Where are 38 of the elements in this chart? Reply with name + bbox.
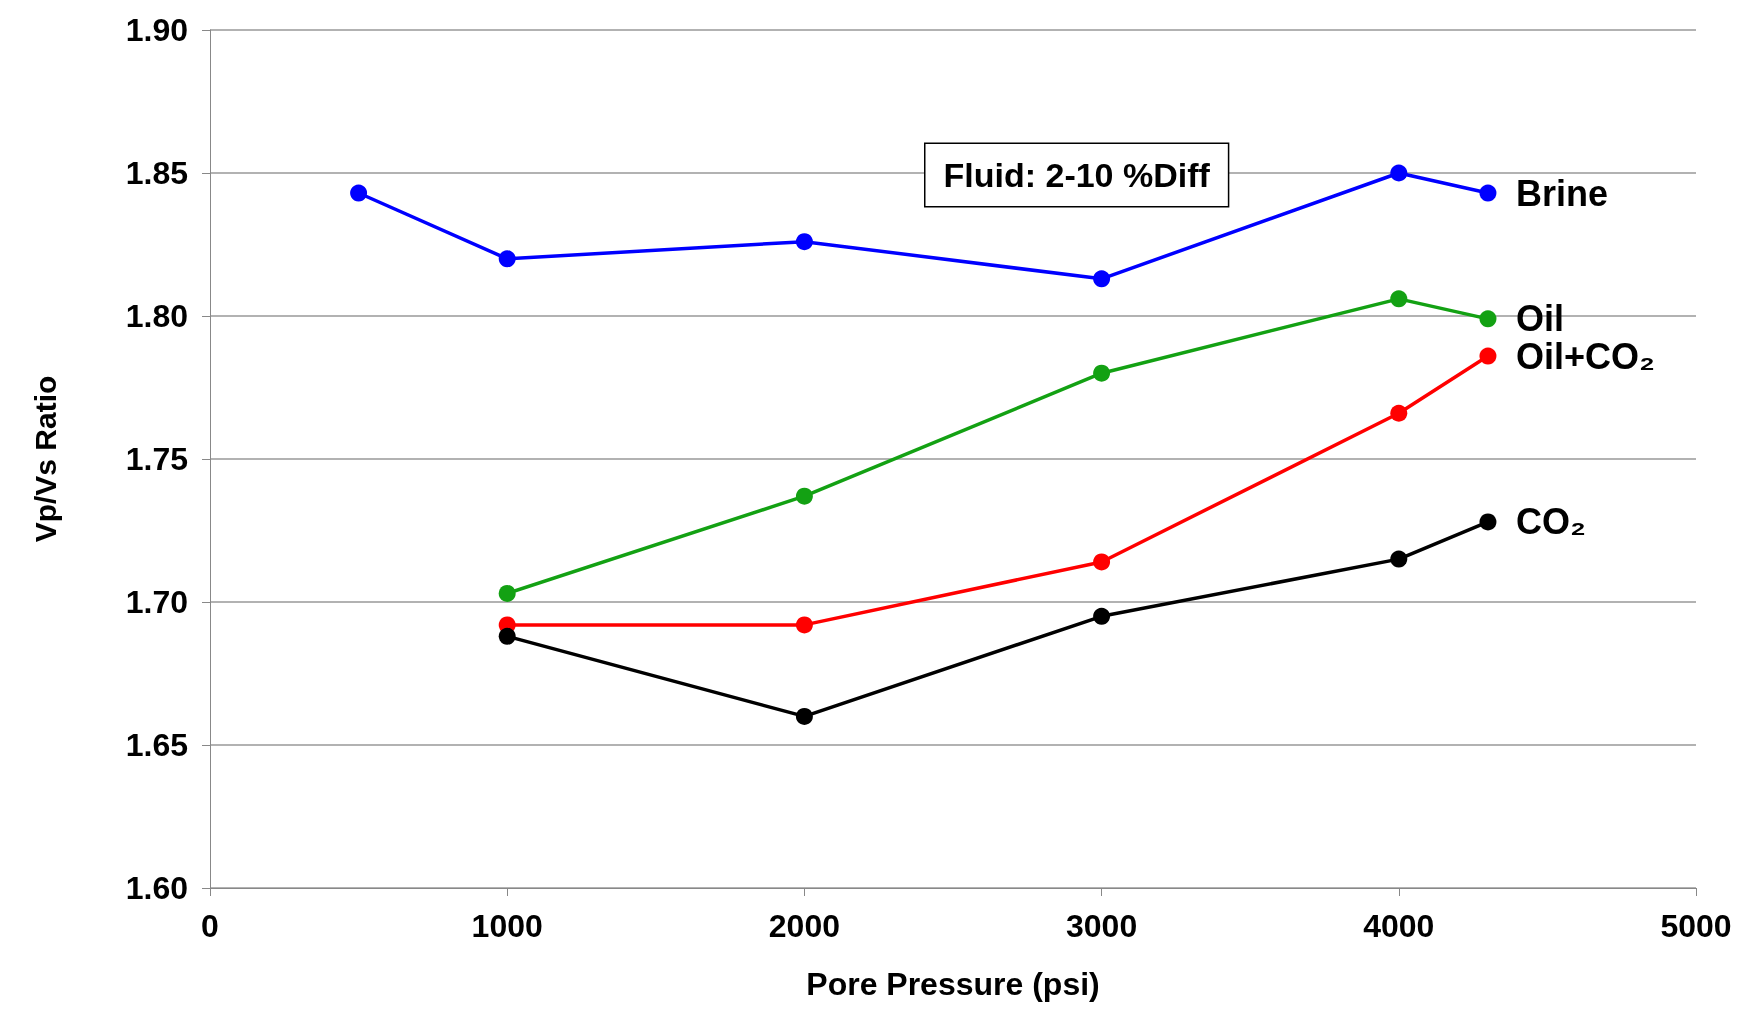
y-tick-label: 1.70 — [125, 584, 188, 620]
x-tick-label: 5000 — [1660, 908, 1732, 944]
point — [1390, 404, 1408, 422]
point — [1093, 364, 1111, 382]
x-tick-label: 0 — [201, 908, 219, 944]
y-axis-title: Vp/Vs Ratio — [28, 375, 62, 543]
y-tick-label: 1.80 — [125, 298, 188, 334]
point — [350, 184, 368, 202]
point — [1093, 607, 1111, 625]
point — [795, 233, 813, 251]
y-tick-label: 1.75 — [125, 441, 188, 477]
annotation: Fluid: 2-10 %Diff — [943, 156, 1211, 195]
point — [795, 707, 813, 725]
series-label: Brine — [1515, 172, 1608, 214]
point — [1479, 310, 1497, 328]
y-tick-label: 1.60 — [125, 870, 188, 906]
point — [795, 616, 813, 634]
y-tick-label: 1.90 — [125, 12, 188, 48]
point — [1390, 164, 1408, 182]
point — [498, 250, 516, 268]
series-label: CO₂ — [1515, 501, 1586, 543]
point — [1479, 347, 1497, 365]
point — [1093, 270, 1111, 288]
point — [498, 627, 516, 645]
point — [1093, 553, 1111, 571]
point — [1390, 550, 1408, 568]
x-tick-label: 1000 — [471, 908, 543, 944]
x-tick-label: 4000 — [1363, 908, 1435, 944]
point — [795, 487, 813, 505]
x-axis-title: Pore Pressure (psi) — [806, 966, 1100, 1002]
point — [1479, 513, 1497, 531]
y-tick-label: 1.65 — [125, 727, 188, 763]
y-tick-label: 1.85 — [125, 155, 188, 191]
point — [1390, 290, 1408, 308]
point — [498, 584, 516, 602]
point — [1479, 184, 1497, 202]
x-tick-label: 3000 — [1066, 908, 1138, 944]
x-tick-label: 2000 — [768, 908, 840, 944]
